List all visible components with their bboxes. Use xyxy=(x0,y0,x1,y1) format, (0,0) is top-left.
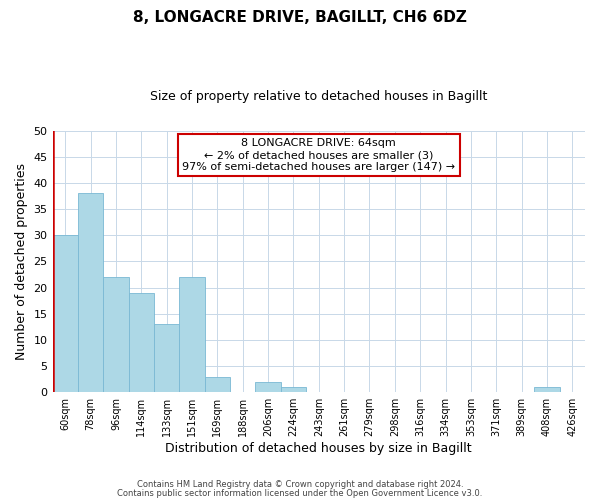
Text: 8, LONGACRE DRIVE, BAGILLT, CH6 6DZ: 8, LONGACRE DRIVE, BAGILLT, CH6 6DZ xyxy=(133,10,467,25)
X-axis label: Distribution of detached houses by size in Bagillt: Distribution of detached houses by size … xyxy=(166,442,472,455)
Bar xyxy=(78,194,103,392)
Y-axis label: Number of detached properties: Number of detached properties xyxy=(15,163,28,360)
Text: Contains HM Land Registry data © Crown copyright and database right 2024.: Contains HM Land Registry data © Crown c… xyxy=(137,480,463,489)
Text: Contains public sector information licensed under the Open Government Licence v3: Contains public sector information licen… xyxy=(118,488,482,498)
Bar xyxy=(154,324,179,392)
Text: 8 LONGACRE DRIVE: 64sqm
← 2% of detached houses are smaller (3)
97% of semi-deta: 8 LONGACRE DRIVE: 64sqm ← 2% of detached… xyxy=(182,138,455,172)
Bar xyxy=(128,293,154,392)
Bar xyxy=(281,387,306,392)
Bar xyxy=(256,382,281,392)
Bar xyxy=(534,387,560,392)
Bar xyxy=(103,277,128,392)
Bar xyxy=(179,277,205,392)
Title: Size of property relative to detached houses in Bagillt: Size of property relative to detached ho… xyxy=(150,90,487,103)
Bar xyxy=(205,376,230,392)
Bar xyxy=(53,235,78,392)
